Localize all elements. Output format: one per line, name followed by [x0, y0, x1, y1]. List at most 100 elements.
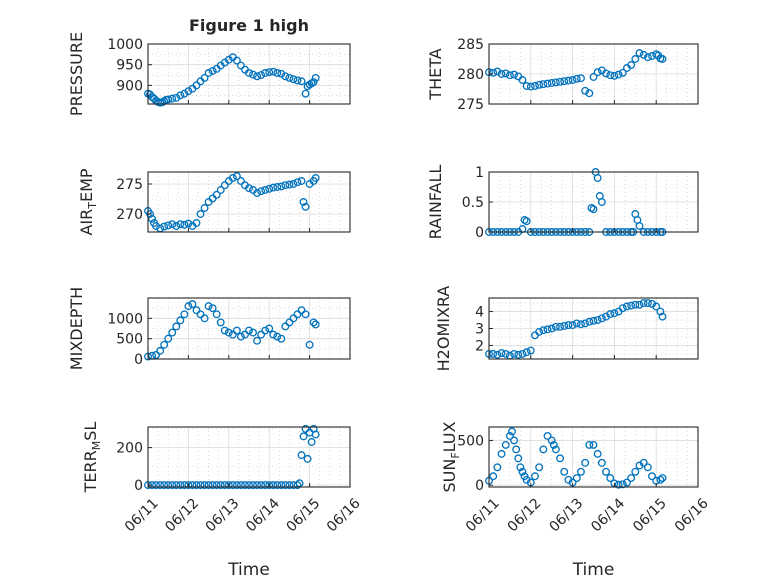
theta-data-point	[501, 69, 510, 78]
mixdepth-data-point	[297, 306, 306, 315]
mixdepth-data-point	[261, 326, 270, 335]
pressure-data-point	[184, 87, 193, 96]
mixdepth-data-point	[164, 334, 173, 343]
h2omixra-data-point	[581, 319, 590, 328]
pressure-data-point	[232, 56, 241, 65]
air-temp-data-point	[293, 178, 302, 187]
terr-msl-data-point	[253, 481, 262, 490]
h2omixra-data-point	[622, 302, 631, 311]
terr-msl-data-point	[257, 481, 266, 490]
h2omixra-ytick-label-1: 3	[475, 322, 484, 338]
mixdepth-data-point	[277, 334, 286, 343]
pressure-data-point	[164, 95, 173, 104]
air-temp-data-point	[245, 184, 253, 193]
mixdepth-ytick-label-0: 0	[134, 352, 143, 368]
terr-msl-data-point	[164, 481, 173, 490]
h2omixra-data-point	[535, 327, 544, 336]
terr-msl-data-point	[180, 481, 189, 490]
terr-msl-ytick-label-0: 0	[134, 478, 143, 494]
h2omixra-data-point	[497, 349, 506, 358]
sun-flux-data-point	[643, 463, 652, 472]
pressure-data-point	[301, 89, 310, 98]
terr-msl-data-point	[307, 438, 316, 446]
theta-data-point	[551, 78, 560, 87]
air-temp-data-point	[196, 210, 205, 218]
mixdepth-data-point	[212, 310, 221, 319]
air-temp-data-point	[160, 222, 169, 231]
air-temp-data-point	[216, 186, 225, 194]
theta-y-axis-label: THETA	[426, 48, 445, 100]
theta-data-point	[535, 80, 544, 89]
mixdepth-y-axis-label: MIXDEPTH	[67, 287, 86, 370]
theta-data-point	[610, 71, 619, 80]
mixdepth-data-point	[192, 306, 201, 315]
sun-flux-data-point	[497, 449, 506, 458]
mixdepth-data-point	[281, 322, 290, 331]
pressure-ytick-label-1: 950	[116, 58, 143, 74]
pressure-data-point	[224, 55, 233, 64]
sun-flux-data-point	[516, 463, 525, 472]
rainfall-subplot: 0 0.5 1 RAINFALL	[426, 165, 699, 241]
h2omixra-ytick-label-2: 4	[475, 305, 484, 321]
terr-msl-data-point	[277, 481, 286, 490]
mixdepth-data-point	[232, 326, 241, 335]
h2omixra-data-point	[643, 299, 652, 308]
rainfall-ytick-label-2: 1	[475, 165, 484, 181]
mixdepth-data-point	[204, 302, 213, 311]
pressure-data-point	[172, 93, 181, 102]
terr-msl-data-point	[269, 481, 278, 490]
air-temp-ytick-label-0: 270	[116, 207, 143, 223]
air-temp-data-point	[277, 182, 286, 191]
theta-data-point	[618, 68, 627, 77]
theta-data-point	[547, 79, 556, 87]
mixdepth-data-point	[257, 330, 266, 339]
sun-flux-ytick-label-1: 500	[457, 433, 484, 449]
theta-data-point	[505, 71, 514, 80]
theta-data-point	[593, 68, 602, 77]
terr-msl-data-point	[285, 481, 294, 490]
theta-data-point	[560, 77, 569, 86]
theta-data-point	[589, 73, 598, 81]
theta-data-point	[543, 79, 552, 88]
terr-msl-y-axis-label: TERRMSL	[81, 422, 103, 494]
pressure-axes-box	[147, 43, 351, 105]
pressure-ytick-label-2: 1000	[107, 37, 143, 53]
sun-flux-data-point	[622, 478, 631, 487]
h2omixra-data-point	[522, 348, 531, 357]
h2omixra-data-point	[585, 317, 594, 326]
air-temp-data-point	[200, 204, 209, 212]
pressure-data-point	[236, 61, 245, 70]
rainfall-data-point	[597, 198, 606, 206]
h2omixra-data-point	[597, 314, 606, 323]
terr-msl-data-point	[208, 481, 217, 490]
mixdepth-data-point	[249, 328, 257, 337]
sun-flux-data-point	[531, 472, 539, 481]
mixdepth-data-point	[309, 318, 318, 327]
theta-data-point	[539, 80, 548, 89]
mixdepth-data-point	[220, 326, 229, 335]
air-temp-data-point	[273, 183, 282, 191]
pressure-data-point	[309, 78, 318, 87]
pressure-data-point	[281, 72, 290, 81]
pressure-data-point	[245, 69, 253, 77]
sun-flux-data-point	[577, 467, 585, 476]
sun-flux-data-point	[510, 436, 519, 445]
pressure-data-point	[277, 69, 286, 78]
mixdepth-data-point	[245, 326, 253, 335]
air-temp-data-point	[228, 174, 237, 182]
terr-msl-data-point	[232, 481, 241, 490]
theta-data-point	[639, 50, 648, 59]
sun-flux-data-point	[589, 440, 598, 449]
mixdepth-data-point	[305, 340, 314, 349]
sun-flux-data-point	[593, 449, 602, 458]
terr-msl-data-point	[156, 481, 165, 490]
terr-msl-data-point	[241, 481, 249, 490]
mixdepth-data-point	[269, 330, 278, 339]
sun-flux-x-axis-label: Time	[572, 560, 615, 580]
sun-flux-data-point	[572, 474, 581, 482]
mixdepth-data-point	[265, 324, 274, 333]
pressure-data-point	[269, 67, 278, 76]
h2omixra-data-point	[518, 349, 527, 358]
